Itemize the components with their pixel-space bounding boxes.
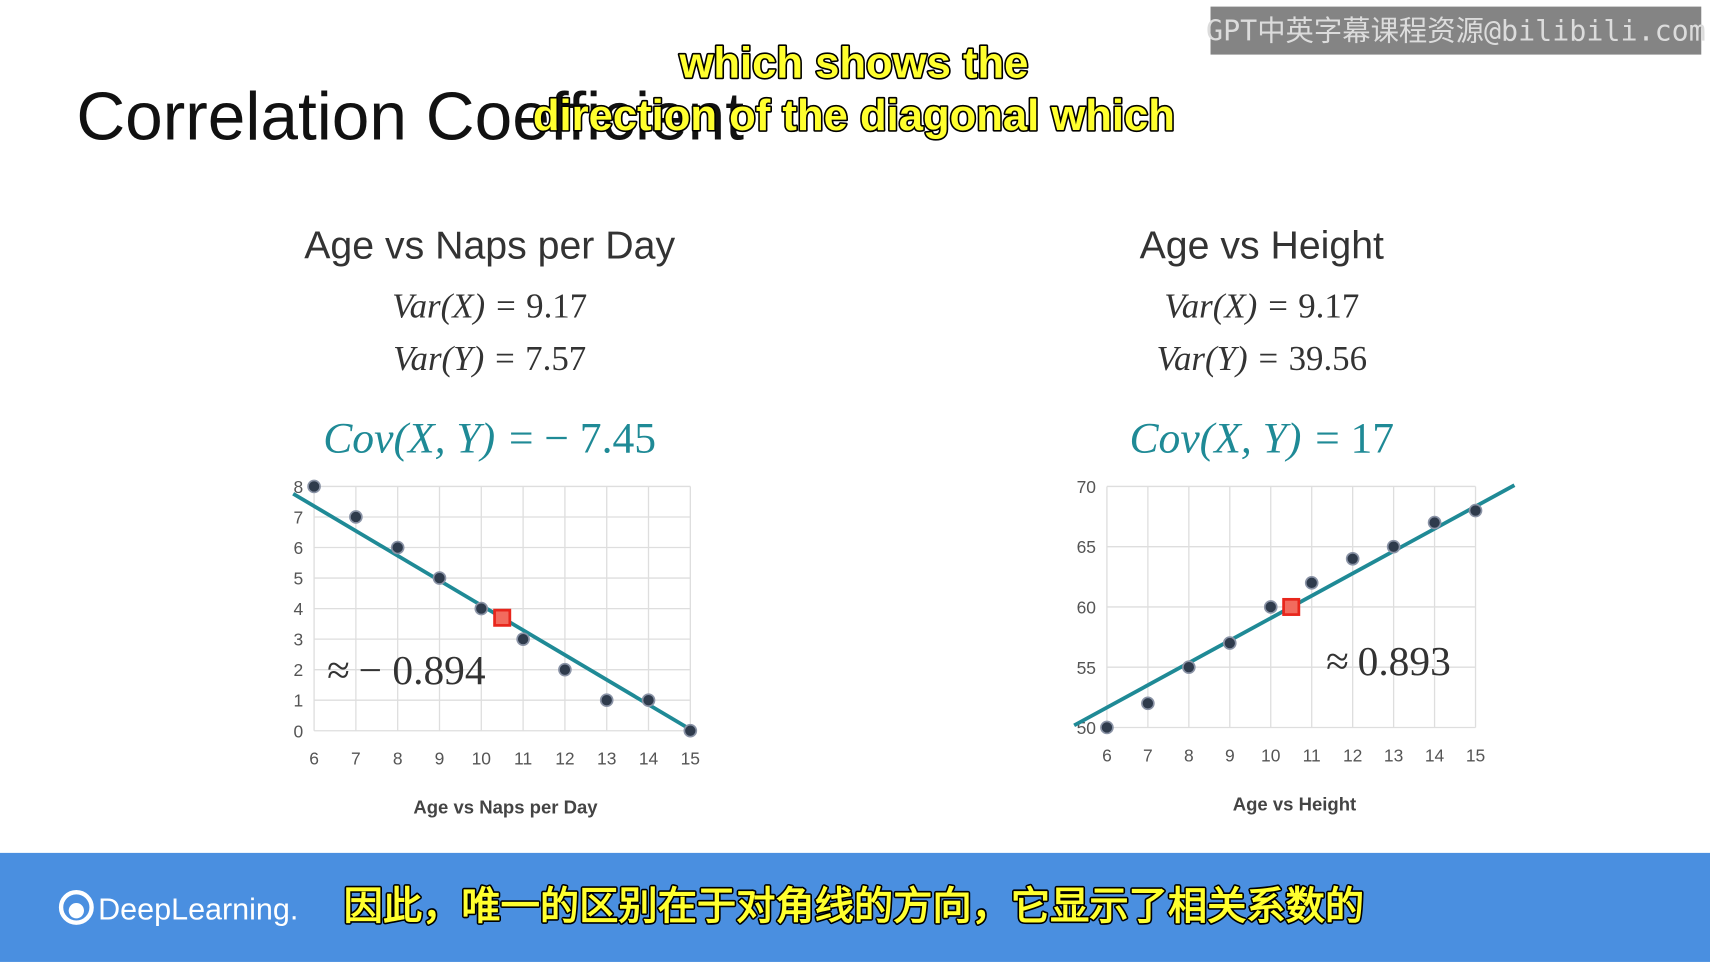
x-tick-label: 13 [597, 749, 616, 769]
var-y: Var(Y) = 39.56 [1157, 339, 1368, 378]
x-tick-label: 15 [1466, 745, 1485, 765]
y-tick-label: 60 [1077, 598, 1097, 618]
var-y-value: 7.57 [525, 339, 586, 378]
x-tick-label: 8 [1184, 745, 1194, 765]
point [474, 601, 489, 616]
point [1141, 696, 1155, 711]
covariance: Cov(X, Y) = − 7.45 [323, 415, 656, 463]
x-tick-label: 7 [351, 749, 361, 769]
y-tick-label: 4 [293, 599, 303, 619]
y-tick-label: 70 [1077, 477, 1097, 497]
y-tick-label: 55 [1077, 658, 1096, 678]
x-tick-label: 12 [555, 749, 574, 769]
point [683, 723, 698, 738]
covariance-value: − 7.45 [544, 415, 656, 463]
x-axis-label: Age vs Height [1233, 793, 1356, 814]
watermark: GPT中英字幕课程资源@bilibili.com [1206, 14, 1706, 47]
correlation-label: ≈ [1326, 638, 1349, 684]
var-y: Var(Y) = 7.57 [393, 339, 586, 378]
correlation: ≈ − 0.894 [327, 647, 486, 693]
x-tick-label: 8 [393, 749, 403, 769]
x-tick-label: 14 [1425, 745, 1445, 765]
watermark-box [1210, 6, 1702, 55]
x-tick-label: 12 [1343, 745, 1362, 765]
x-tick-label: 6 [1102, 745, 1112, 765]
covariance-value: 17 [1351, 415, 1395, 463]
chart-title: Age vs Height [1140, 224, 1384, 268]
y-tick-label: 0 [293, 721, 303, 741]
x-tick-label: 14 [639, 749, 659, 769]
correlation: ≈0.893 [1326, 638, 1451, 684]
mean-point [1282, 597, 1301, 616]
y-tick-label: 8 [293, 477, 303, 497]
x-tick-label: 15 [681, 749, 700, 769]
point [432, 571, 447, 585]
point [599, 693, 614, 708]
point [390, 540, 405, 555]
y-tick-label: 65 [1077, 537, 1096, 557]
var-y-value: 39.56 [1289, 339, 1367, 378]
logo-text: DeepLearning. [98, 892, 298, 926]
correlation-label: ≈ [327, 647, 350, 693]
point [1468, 503, 1483, 518]
point [349, 510, 363, 524]
y-tick-label: 2 [293, 660, 303, 680]
point [307, 479, 321, 494]
correlation-value: − 0.894 [359, 647, 486, 693]
footer-bar [0, 852, 1710, 962]
x-axis-label: Age vs Naps per Day [413, 797, 598, 818]
point [1182, 660, 1196, 675]
y-tick-label: 3 [293, 630, 303, 650]
point [516, 632, 530, 646]
point [558, 662, 572, 677]
y-tick-label: 1 [293, 691, 303, 711]
covariance-label: Cov(X, Y) = [1129, 415, 1341, 463]
y-tick-label: 6 [293, 538, 303, 558]
point [1427, 515, 1442, 530]
subtitle-zh: 因此，唯一的区别在于对角线的方向，它显示了相关系数的 [344, 884, 1365, 928]
point [1100, 720, 1114, 735]
point [1345, 551, 1360, 566]
logo-icon [58, 889, 94, 925]
x-tick-label: 9 [435, 749, 445, 769]
point [1386, 539, 1401, 554]
slide-title: Correlation Coefficient [76, 80, 744, 155]
x-tick-label: 6 [309, 749, 319, 769]
x-tick-label: 9 [1225, 745, 1235, 765]
y-tick-label: 7 [293, 508, 303, 528]
point [1263, 600, 1278, 614]
subtitle-en: direction of the diagonal which [533, 92, 1175, 140]
x-tick-label: 7 [1143, 745, 1153, 765]
x-tick-label: 11 [1303, 745, 1321, 765]
var-x-label: Var(X) = [392, 286, 517, 325]
point [1304, 576, 1319, 590]
point [641, 693, 656, 708]
var-x: Var(X) = 9.17 [392, 286, 587, 325]
subtitle-en: which shows the [678, 39, 1028, 87]
x-tick-label: 10 [472, 749, 492, 769]
mean-point [493, 608, 512, 627]
var-x-label: Var(X) = [1164, 286, 1289, 325]
var-x-value: 9.17 [526, 286, 587, 325]
var-x-value: 9.17 [1298, 286, 1359, 325]
x-tick-label: 10 [1261, 745, 1281, 765]
x-tick-label: 11 [514, 749, 532, 769]
point [1222, 636, 1237, 650]
logo-icon-inner [68, 903, 84, 919]
covariance-label: Cov(X, Y) = [323, 415, 535, 463]
correlation-value: 0.893 [1358, 638, 1451, 684]
var-x: Var(X) = 9.17 [1164, 286, 1359, 325]
covariance: Cov(X, Y) = 17 [1129, 415, 1394, 463]
chart-title: Age vs Naps per Day [304, 224, 675, 268]
var-y-label: Var(Y) = [393, 339, 516, 378]
var-y-label: Var(Y) = [1157, 339, 1280, 378]
x-tick-label: 13 [1384, 745, 1403, 765]
y-tick-label: 5 [293, 569, 303, 589]
